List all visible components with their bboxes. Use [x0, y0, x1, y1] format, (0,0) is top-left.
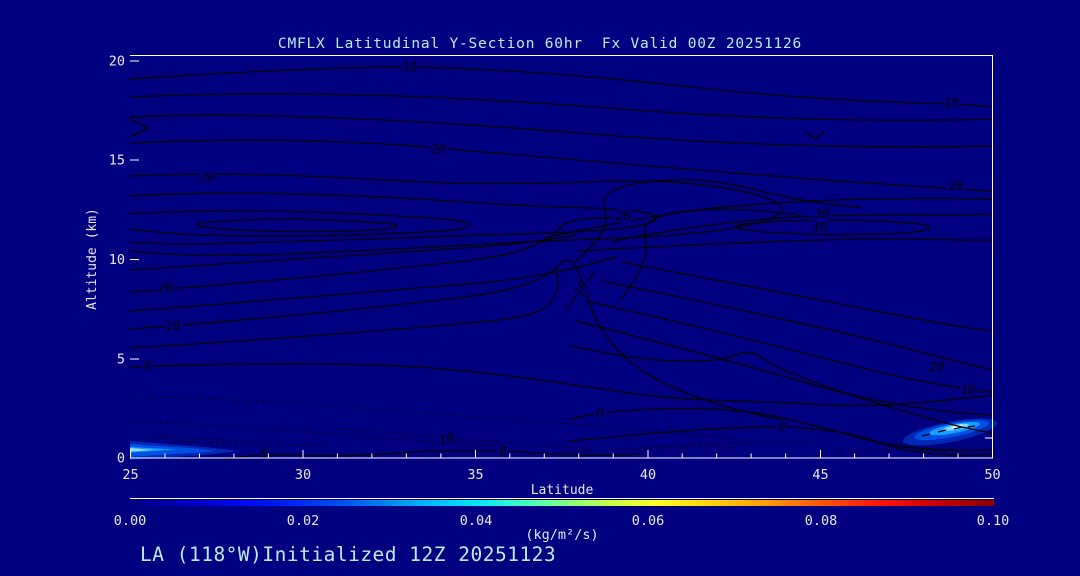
contour-label: 30: [199, 169, 215, 184]
contour-lines: [129, 66, 994, 460]
shaded-flux-left-inner: [130, 447, 176, 453]
x-tick-label: 30: [295, 467, 311, 483]
contour-label: 20: [929, 359, 944, 374]
x-axis-major-ticks: [130, 450, 993, 458]
y-tick-label: 5: [117, 352, 125, 368]
contour-label: 0: [499, 443, 507, 458]
contour-label: 10: [960, 382, 975, 397]
colorbar-top-line: [130, 498, 994, 499]
contour-label: 10: [402, 59, 417, 74]
colorbar-tick-label: 0.04: [459, 513, 493, 529]
plot-title: CMFLX Latitudinal Y-Section 60hr Fx Vali…: [277, 36, 803, 52]
shaded-flux-left-core: [130, 448, 153, 452]
y-tick-label: 15: [109, 153, 125, 169]
init-time-label: LA (118°W)Initialized 12Z 20251123: [140, 543, 557, 566]
contour-label: 40: [812, 219, 827, 234]
contour-label: 0: [778, 419, 786, 434]
negative-contour-lines: [129, 395, 974, 453]
y-axis-major-ticks: [130, 60, 139, 459]
colorbar-tick-label: 0.06: [631, 513, 665, 529]
colorbar-gradient: [130, 500, 994, 506]
contour-label: 20: [615, 208, 630, 223]
shaded-flux-left-mid: [130, 444, 216, 457]
x-axis-minor-ticks: [164, 453, 959, 458]
x-axis-tick-labels: 25 30 35 40 45 50: [122, 467, 1000, 483]
shaded-flux-right-core: [951, 424, 963, 429]
y-tick-label: 20: [109, 54, 125, 70]
colorbar-tick-label: 0.00: [113, 513, 147, 529]
x-tick-label: 25: [122, 467, 138, 483]
colorbar-tick-label: 0.08: [804, 513, 838, 529]
contour-label: -10: [430, 430, 456, 450]
y-tick-label: 10: [109, 252, 125, 268]
contour-label: 10: [943, 95, 958, 110]
contour-label: 10: [165, 318, 180, 333]
x-tick-label: 40: [640, 467, 656, 483]
colorbar-tick-label: 0.10: [976, 513, 1010, 529]
contour-label: 20: [948, 178, 963, 193]
plot-frame: [130, 55, 993, 459]
y-axis-title: Altitude (km): [85, 208, 100, 310]
contour-label: 20: [430, 141, 445, 156]
colorbar-units-label: (kg/m²/s): [525, 527, 599, 543]
x-axis-title: Latitude: [531, 483, 594, 498]
shaded-flux-left: [130, 441, 240, 460]
x-tick-label: 35: [467, 467, 483, 483]
contour-label: 0: [596, 405, 604, 420]
shaded-maximum-dashes: [921, 425, 976, 437]
y-tick-label: 0: [117, 451, 125, 467]
contour-label: 0: [144, 358, 152, 373]
x-tick-label: 45: [812, 467, 828, 483]
contour-label: 0: [260, 446, 268, 461]
colorbar-tick-label: 0.02: [286, 513, 320, 529]
contour-label: 20: [158, 280, 173, 295]
y-axis-tick-labels: 20 15 10 5 0: [109, 54, 125, 467]
contour-label: 30: [813, 206, 829, 221]
x-tick-label: 50: [984, 467, 1000, 483]
